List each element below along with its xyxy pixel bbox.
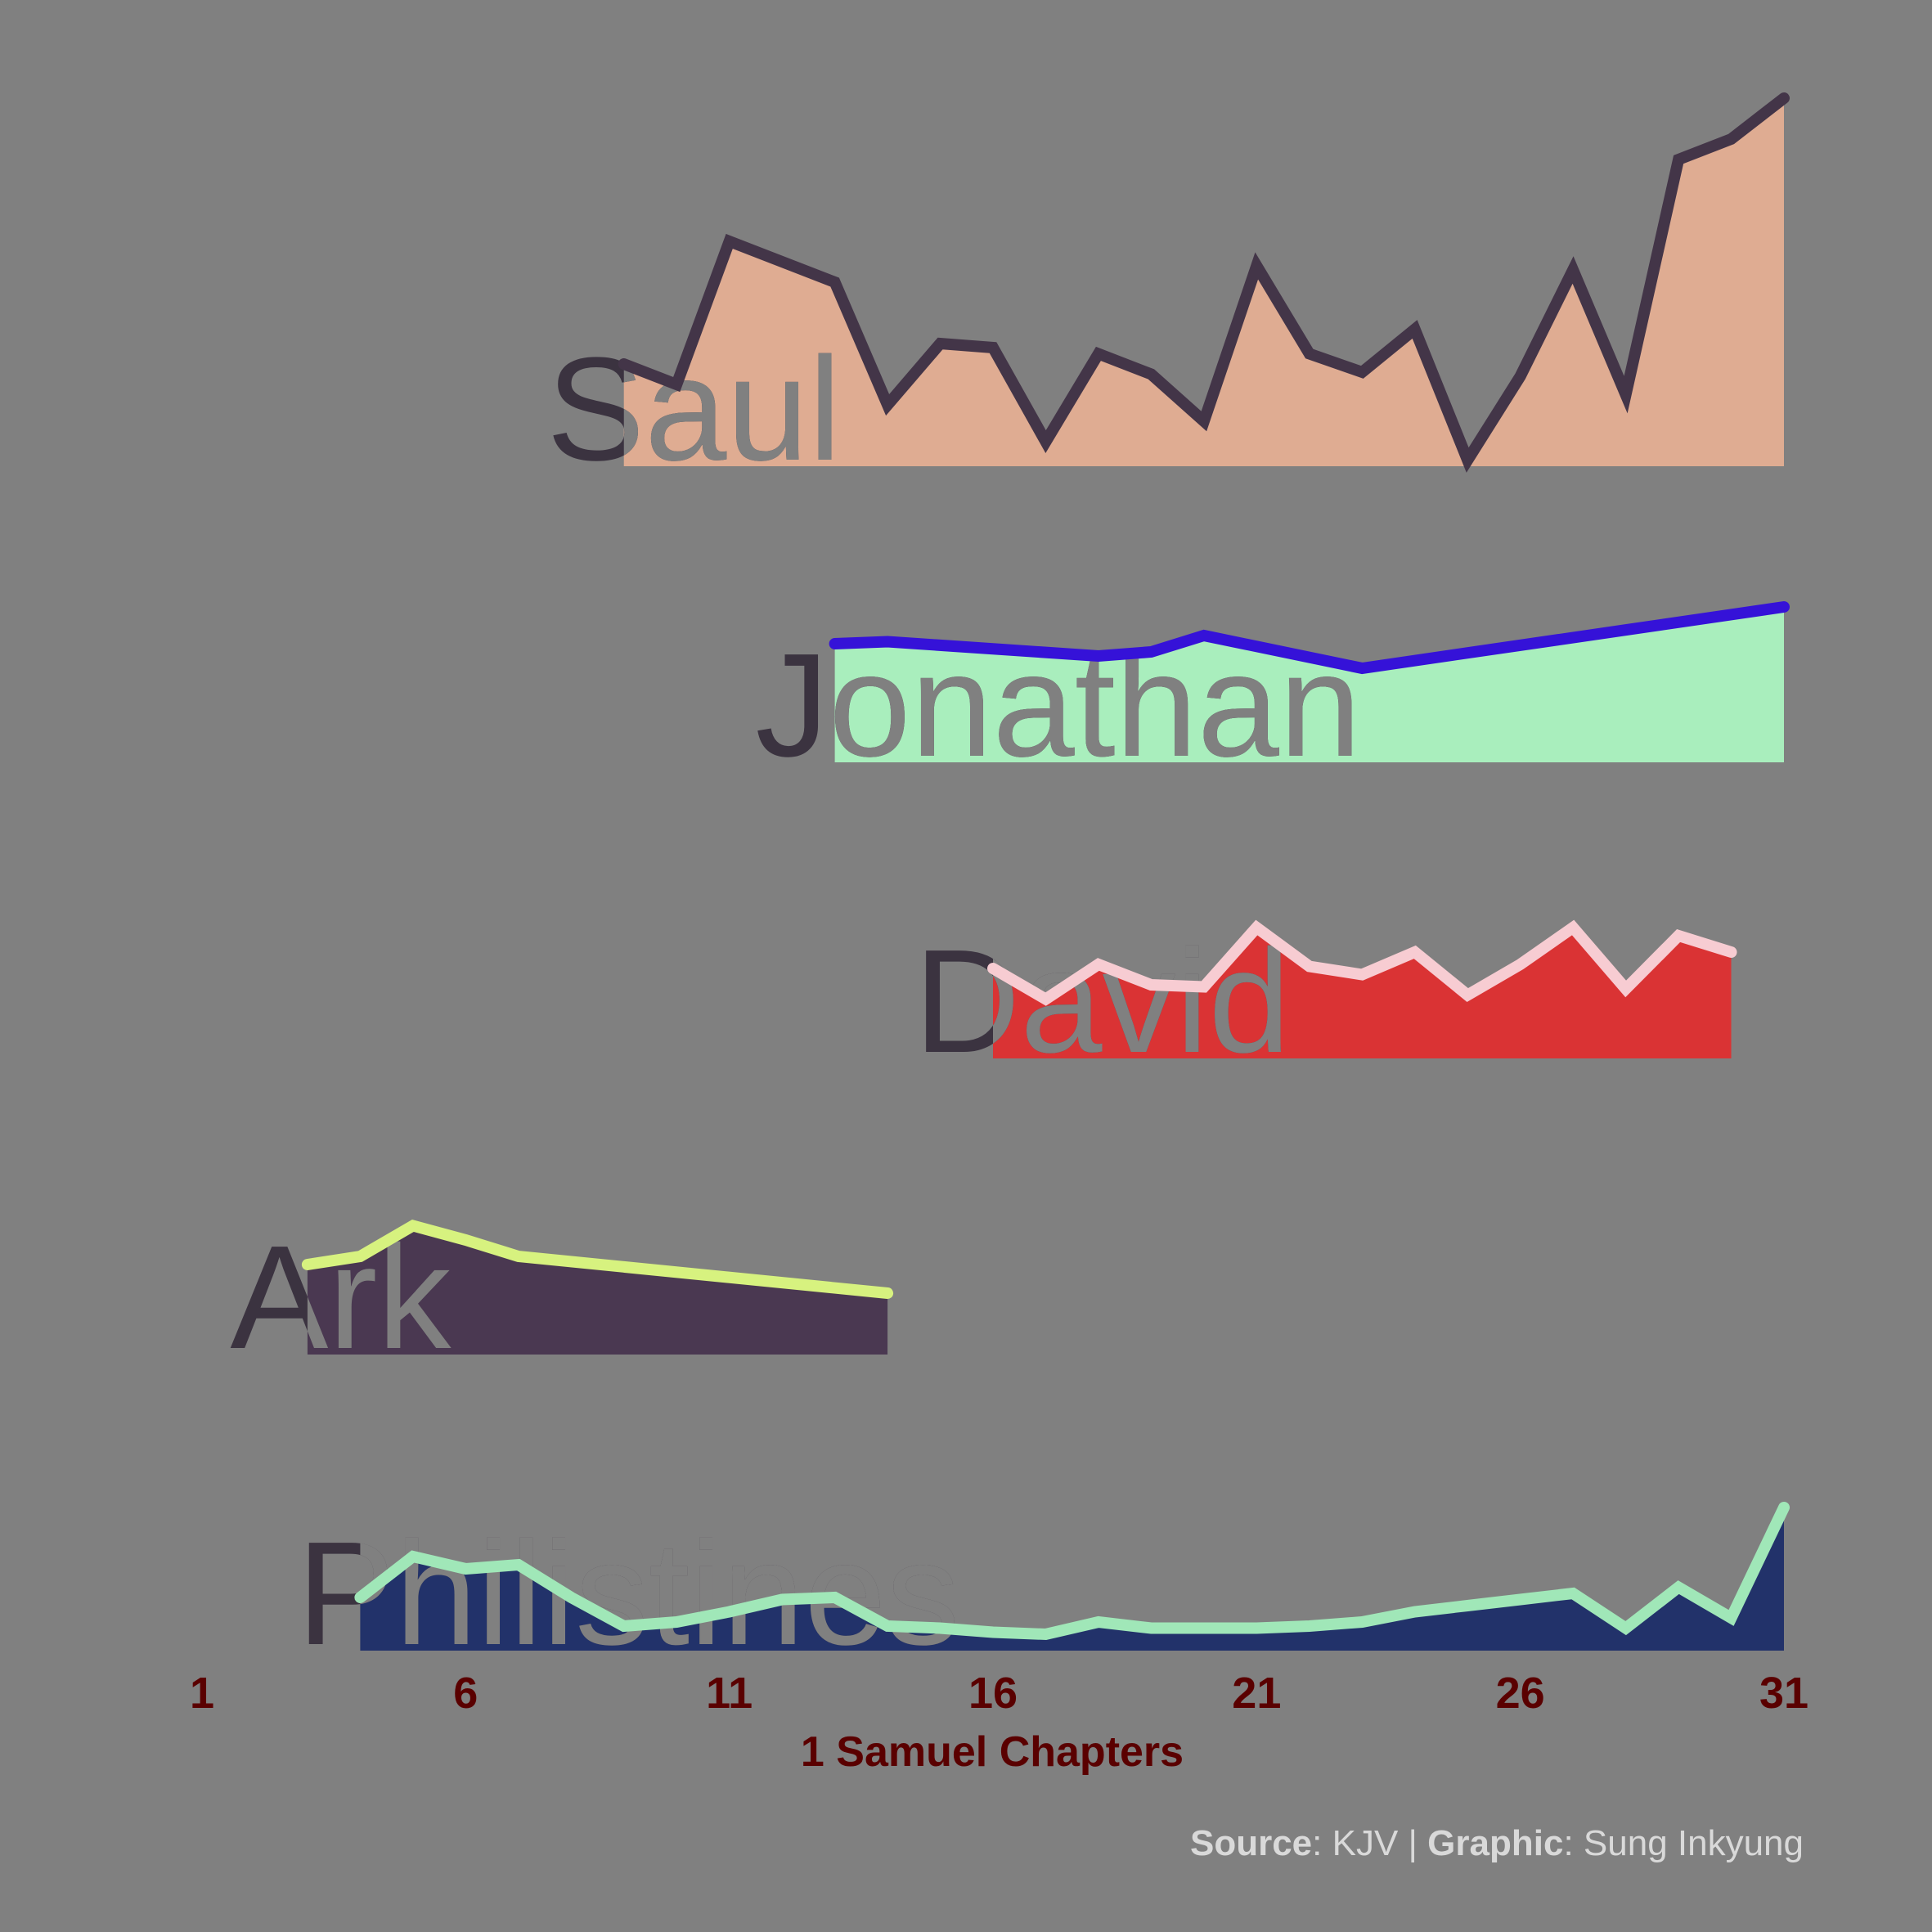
- series-label-philistines: Philistines: [297, 1512, 959, 1676]
- credit-source-label: Source: [1190, 1823, 1312, 1863]
- credit-graphic-value: : Sung Inkyung: [1563, 1823, 1804, 1863]
- line-jonathan: [829, 601, 1790, 675]
- credit-source-value: : KJV |: [1312, 1823, 1427, 1863]
- area-david: [993, 928, 1732, 1058]
- x-tick-label: 1: [190, 1669, 214, 1718]
- area-saul: [623, 98, 1785, 466]
- credit-line: Source: KJV | Graphic: Sung Inkyung: [1190, 1823, 1804, 1863]
- series-label-david: David: [914, 919, 1290, 1084]
- series-label-saul: Saul: [546, 327, 841, 492]
- x-tick-label: 31: [1759, 1669, 1808, 1718]
- series-label-ark: Ark: [230, 1215, 452, 1380]
- x-tick-label: 21: [1232, 1669, 1281, 1718]
- series-rows: SaulSaulJonathanJonathanDavidDavidArkArk…: [230, 92, 1790, 1676]
- line-philistines: [354, 1502, 1790, 1641]
- x-tick-label: 16: [968, 1669, 1018, 1718]
- line-ark: [301, 1219, 894, 1299]
- line-saul: [618, 92, 1790, 473]
- line-david: [987, 919, 1737, 1006]
- x-tick-label: 26: [1496, 1669, 1545, 1718]
- credit-graphic-label: Graphic: [1427, 1823, 1563, 1863]
- x-tick-label: 11: [706, 1669, 753, 1718]
- area-ark: [307, 1225, 888, 1355]
- x-tick-label: 6: [453, 1669, 478, 1718]
- x-axis-label: 1 Samuel Chapters: [801, 1728, 1184, 1776]
- series-label-overlay-saul: Saul: [546, 327, 841, 492]
- x-axis: 1 6 11 16 21 26 31: [190, 1669, 1808, 1718]
